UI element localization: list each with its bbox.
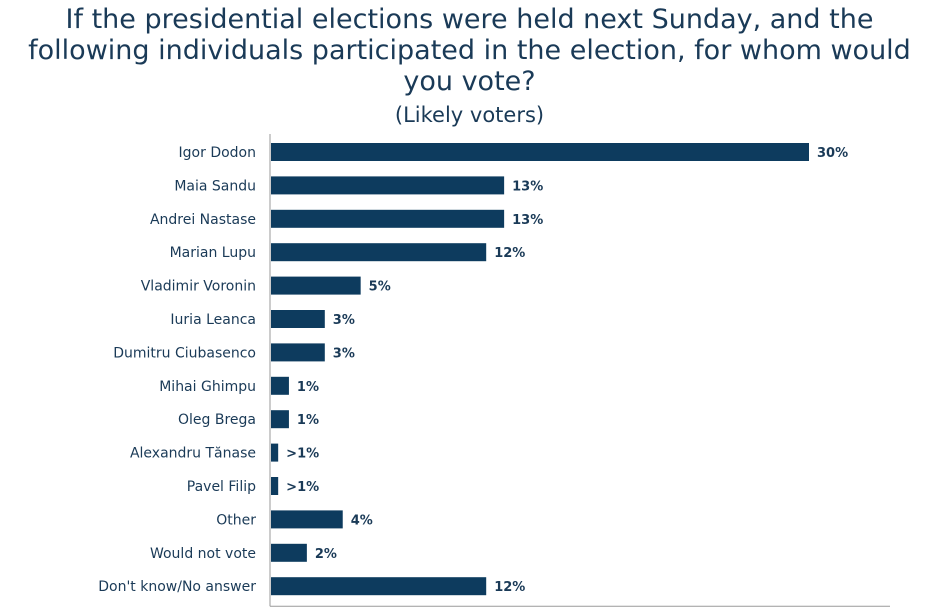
category-label-igor-dodon: Igor Dodon — [179, 145, 256, 161]
value-label-oleg-brega: 1% — [297, 413, 319, 428]
bar-would-not-vote — [271, 543, 307, 562]
category-label-vladimir-voronin: Vladimir Voronin — [141, 279, 256, 295]
bar-andrei-nastase — [271, 209, 505, 228]
bar-oleg-brega — [271, 410, 289, 429]
bar-maia-sandu — [271, 176, 505, 195]
chart-subtitle: (Likely voters) — [394, 103, 545, 127]
category-label-andrei-nastase: Andrei Nastase — [150, 212, 256, 228]
category-label-other: Other — [216, 512, 256, 528]
category-label-iuria-leanca: Iuria Leanca — [170, 312, 256, 328]
bar-don-t-know-no-answer — [271, 577, 487, 596]
value-label-maia-sandu: 13% — [512, 179, 543, 194]
bar-marian-lupu — [271, 243, 487, 262]
category-label-dumitru-ciubasenco: Dumitru Ciubasenco — [113, 345, 256, 361]
category-label-marian-lupu: Marian Lupu — [170, 245, 256, 261]
bar-igor-dodon — [271, 143, 809, 161]
category-label-mihai-ghimpu: Mihai Ghimpu — [159, 379, 256, 395]
category-label-don-t-know-no-answer: Don't know/No answer — [98, 579, 256, 595]
bar-mihai-ghimpu — [271, 376, 289, 395]
value-label-other: 4% — [351, 513, 373, 528]
value-label-don-t-know-no-answer: 12% — [494, 580, 525, 595]
bar-group: Igor Dodon 30% Maia Sandu 13% Andrei Nastase… — [98, 143, 848, 596]
bar-alexandru-t-nase — [271, 443, 279, 462]
bar-dumitru-ciubasenco — [271, 343, 325, 362]
value-label-mihai-ghimpu: 1% — [297, 380, 319, 395]
category-label-would-not-vote: Would not vote — [150, 546, 256, 562]
value-label-igor-dodon: 30% — [817, 146, 848, 161]
value-label-would-not-vote: 2% — [315, 547, 337, 562]
value-label-iuria-leanca: 3% — [333, 313, 355, 328]
bar-other — [271, 510, 343, 529]
chart-title-line-3: you vote? — [403, 66, 536, 97]
category-label-maia-sandu: Maia Sandu — [174, 178, 256, 194]
bar-vladimir-voronin — [271, 276, 361, 295]
value-label-vladimir-voronin: 5% — [369, 280, 391, 295]
value-label-marian-lupu: 12% — [494, 246, 525, 261]
chart-title-line-1: If the presidential elections were held … — [65, 4, 874, 35]
chart-title: If the presidential elections were held … — [0, 4, 939, 97]
value-label-pavel-filip: >1% — [286, 480, 319, 495]
category-label-pavel-filip: Pavel Filip — [187, 479, 256, 495]
bar-pavel-filip — [271, 477, 279, 495]
chart-title-line-2: following individuals participated in th… — [28, 35, 911, 66]
value-label-andrei-nastase: 13% — [512, 213, 543, 228]
value-label-dumitru-ciubasenco: 3% — [333, 346, 355, 361]
category-label-oleg-brega: Oleg Brega — [178, 412, 256, 428]
value-label-alexandru-t-nase: >1% — [286, 447, 319, 462]
bar-iuria-leanca — [271, 310, 325, 328]
category-label-alexandru-t-nase: Alexandru Tănase — [130, 446, 256, 462]
